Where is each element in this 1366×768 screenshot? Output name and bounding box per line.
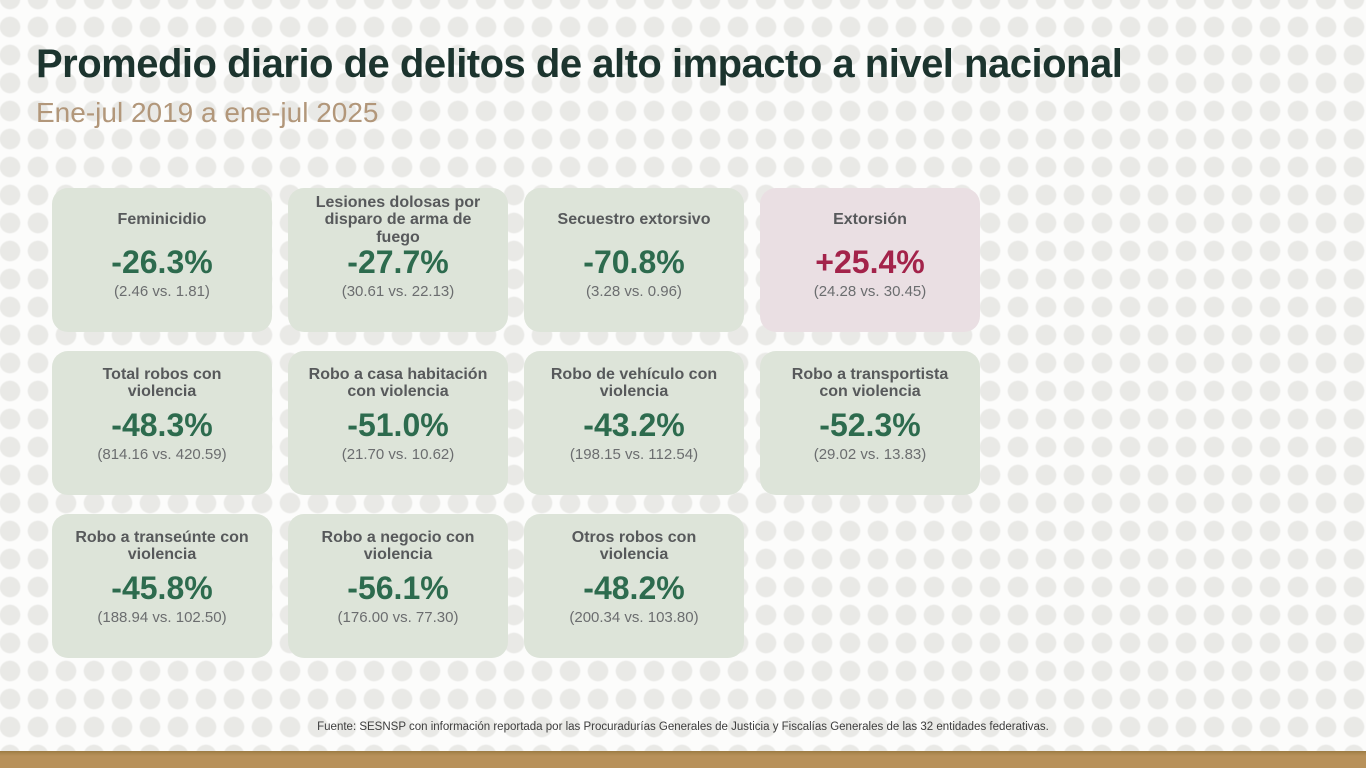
stat-card-detail: (188.94 vs. 102.50) <box>97 609 227 626</box>
stat-card-value: -51.0% <box>347 407 449 443</box>
stat-card-detail: (21.70 vs. 10.62) <box>341 446 455 463</box>
stats-grid: Feminicidio -26.3% (2.46 vs. 1.81) Lesio… <box>52 188 980 658</box>
bottom-accent-bar <box>0 751 1366 768</box>
stat-card-title-zone: Robo a transeúnte con violencia <box>68 522 256 570</box>
stat-card-detail: (198.15 vs. 112.54) <box>569 446 699 463</box>
stat-card-value: -43.2% <box>583 407 685 443</box>
stat-card-value: -48.3% <box>111 407 213 443</box>
stat-card-detail: (2.46 vs. 1.81) <box>114 283 210 300</box>
stat-card-title-zone: Total robos con violencia <box>68 359 256 407</box>
stat-card-title-zone: Robo a transportista con violencia <box>776 359 964 407</box>
stat-card-detail: (814.16 vs. 420.59) <box>97 446 227 463</box>
stat-card-detail: (29.02 vs. 13.83) <box>813 446 927 463</box>
stat-card-label: Total robos con violencia <box>102 365 222 400</box>
stat-card-title-zone: Feminicidio <box>118 196 207 244</box>
stat-card-robo-vehiculo: Robo de vehículo con violencia -43.2% (1… <box>524 351 744 495</box>
stat-card-title-zone: Robo a casa habitación con violencia <box>304 359 492 407</box>
stat-card-secuestro-extorsivo: Secuestro extorsivo -70.8% (3.28 vs. 0.9… <box>524 188 744 332</box>
stat-card-label: Robo a transeúnte con violencia <box>75 528 249 563</box>
stat-card-detail: (200.34 vs. 103.80) <box>569 609 699 626</box>
stat-card-value: -56.1% <box>347 570 449 606</box>
stat-card-label: Extorsión <box>833 211 907 229</box>
stat-card-detail: (3.28 vs. 0.96) <box>586 283 682 300</box>
stat-card-robo-transeunte: Robo a transeúnte con violencia -45.8% (… <box>52 514 272 658</box>
stat-card-value: -27.7% <box>347 244 449 280</box>
stat-card-title-zone: Otros robos con violencia <box>540 522 728 570</box>
stat-card-value: +25.4% <box>815 244 925 280</box>
stat-card-value: -26.3% <box>111 244 213 280</box>
stat-card-label: Lesiones dolosas por disparo de arma de … <box>315 193 481 246</box>
stat-card-detail: (30.61 vs. 22.13) <box>341 283 455 300</box>
stat-card-value: -45.8% <box>111 570 213 606</box>
stat-card-title-zone: Secuestro extorsivo <box>558 196 711 244</box>
page-title: Promedio diario de delitos de alto impac… <box>36 42 1123 86</box>
stat-card-value: -70.8% <box>583 244 685 280</box>
stat-card-value: -48.2% <box>583 570 685 606</box>
stat-card-title-zone: Robo de vehículo con violencia <box>540 359 728 407</box>
stat-card-detail: (24.28 vs. 30.45) <box>813 283 927 300</box>
header: Promedio diario de delitos de alto impac… <box>36 42 1123 129</box>
stat-card-total-robos: Total robos con violencia -48.3% (814.16… <box>52 351 272 495</box>
stat-card-extorsion: Extorsión +25.4% (24.28 vs. 30.45) <box>760 188 980 332</box>
stat-card-label: Robo a transportista con violencia <box>791 365 949 400</box>
stat-card-lesiones-dolosas: Lesiones dolosas por disparo de arma de … <box>288 188 508 332</box>
stat-card-label: Secuestro extorsivo <box>557 211 711 229</box>
stat-card-detail: (176.00 vs. 77.30) <box>337 609 459 626</box>
source-note: Fuente: SESNSP con información reportada… <box>317 721 1049 733</box>
stat-card-label: Otros robos con violencia <box>571 528 697 563</box>
stat-card-feminicidio: Feminicidio -26.3% (2.46 vs. 1.81) <box>52 188 272 332</box>
stat-card-robo-casa-habitacion: Robo a casa habitación con violencia -51… <box>288 351 508 495</box>
stat-card-otros-robos: Otros robos con violencia -48.2% (200.34… <box>524 514 744 658</box>
stat-card-label: Robo a casa habitación con violencia <box>308 365 488 400</box>
stat-card-label: Robo de vehículo con violencia <box>550 365 718 400</box>
stat-card-robo-transportista: Robo a transportista con violencia -52.3… <box>760 351 980 495</box>
page-subtitle: Ene-jul 2019 a ene-jul 2025 <box>36 97 379 128</box>
stat-card-title-zone: Robo a negocio con violencia <box>304 522 492 570</box>
stat-card-label: Feminicidio <box>117 211 207 229</box>
stat-card-value: -52.3% <box>819 407 921 443</box>
stat-card-label: Robo a negocio con violencia <box>321 528 475 563</box>
stat-card-title-zone: Extorsión <box>833 196 907 244</box>
stat-card-robo-negocio: Robo a negocio con violencia -56.1% (176… <box>288 514 508 658</box>
stat-card-title-zone: Lesiones dolosas por disparo de arma de … <box>304 193 492 246</box>
